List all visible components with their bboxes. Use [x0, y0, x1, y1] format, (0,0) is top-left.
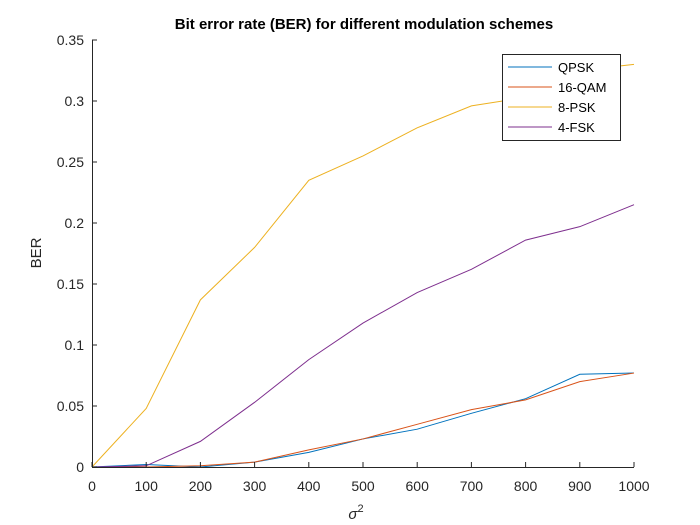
- x-axis-label-superscript: 2: [357, 503, 363, 515]
- legend-label: QPSK: [558, 60, 594, 75]
- x-tick-label: 200: [189, 478, 213, 494]
- y-tick-label: 0: [76, 459, 84, 475]
- chart-title: Bit error rate (BER) for different modul…: [175, 16, 553, 33]
- y-axis-label: BER: [28, 237, 45, 268]
- series-line-16-qam: [92, 372, 635, 468]
- legend-label: 16-QAM: [558, 80, 606, 95]
- x-tick-label: 700: [460, 478, 484, 494]
- x-tick-label: 100: [135, 478, 159, 494]
- x-tick-label: 500: [351, 478, 375, 494]
- y-tick-label: 0.1: [65, 337, 85, 353]
- axes: 0 100 200 300 400 500 600 700 800 900 1000 0 0.05 0.1…: [57, 32, 650, 494]
- y-tick-label: 0.2: [65, 215, 85, 231]
- x-axis-label-base: σ: [348, 506, 358, 523]
- x-axis-label: σ2: [348, 503, 363, 523]
- y-tick-label: 0.3: [65, 93, 85, 109]
- x-tick-label: 300: [243, 478, 267, 494]
- y-tick-label: 0.25: [57, 154, 84, 170]
- x-tick-label: 400: [297, 478, 321, 494]
- series-line-4-fsk: [91, 204, 635, 468]
- legend-box: [502, 54, 621, 141]
- x-tick-label: 800: [514, 478, 538, 494]
- y-tick-label: 0.35: [57, 32, 84, 48]
- x-tick-label: 1000: [618, 478, 649, 494]
- y-tick-label: 0.15: [57, 276, 84, 292]
- legend-label: 4-FSK: [558, 120, 595, 135]
- x-tick-label: 600: [406, 478, 430, 494]
- legend-label: 8-PSK: [558, 100, 596, 115]
- x-tick-label: 900: [568, 478, 592, 494]
- legend: QPSK 16-QAM 8-PSK 4-FSK: [502, 54, 621, 141]
- y-tick-label: 0.05: [57, 398, 84, 414]
- x-tick-label: 0: [88, 478, 96, 494]
